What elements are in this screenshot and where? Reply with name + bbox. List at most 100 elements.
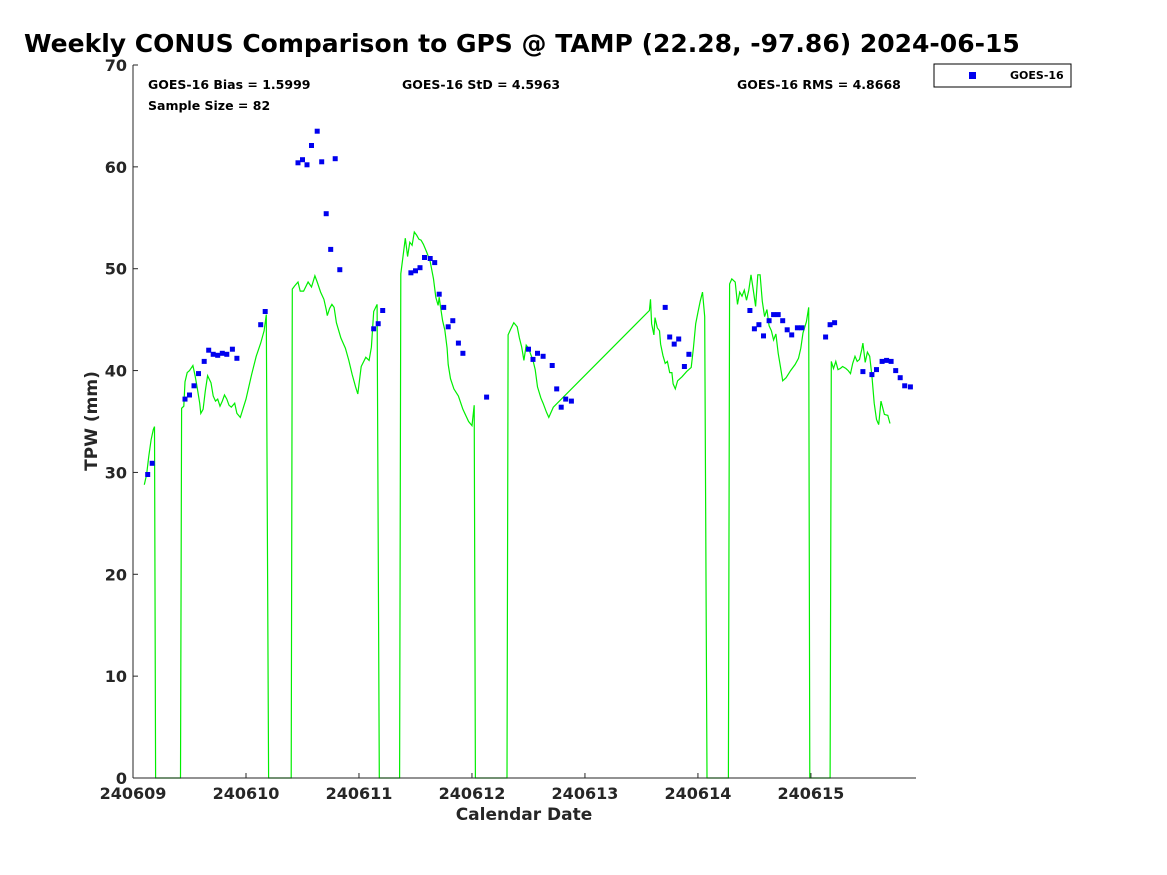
goes16-data-point: [907, 384, 913, 390]
x-tick-label: 240613: [552, 784, 619, 803]
goes16-data-point: [676, 336, 682, 342]
chart-title: Weekly CONUS Comparison to GPS @ TAMP (2…: [24, 29, 1020, 58]
goes16-data-point: [455, 340, 461, 346]
goes16-data-point: [375, 321, 381, 327]
goes16-data-point: [671, 341, 677, 347]
goes16-data-point: [794, 325, 800, 331]
goes16-data-point: [215, 352, 221, 358]
goes16-data-point: [879, 358, 885, 364]
goes16-data-point: [323, 211, 329, 217]
goes16-data-point: [332, 156, 338, 162]
goes16-data-point: [145, 472, 151, 477]
goes16-data-point: [771, 312, 777, 318]
y-tick-label: 20: [105, 565, 127, 584]
goes16-data-point: [884, 357, 890, 363]
goes16-data-point: [229, 346, 235, 352]
goes16-data-point: [484, 394, 490, 400]
goes16-data-point: [897, 375, 903, 381]
goes16-data-point: [191, 383, 197, 389]
goes16-data-point: [436, 291, 442, 297]
goes16-data-point: [408, 270, 414, 276]
goes16-data-point: [328, 246, 334, 252]
goes16-data-point: [869, 372, 875, 378]
goes16-data-point: [432, 260, 438, 266]
goes16-data-point: [224, 351, 230, 357]
goes16-data-point: [874, 367, 879, 373]
goes16-data-point: [201, 358, 207, 364]
goes16-data-point: [823, 334, 829, 340]
goes16-data-point: [380, 308, 386, 313]
y-tick-label: 40: [105, 362, 127, 381]
y-axis-ticks: 0 10 20 30 40 50 60 70: [105, 56, 138, 788]
goes16-data-point: [893, 368, 899, 374]
std-annotation: GOES-16 StD = 4.5963: [402, 77, 560, 92]
goes16-data-point: [860, 369, 866, 375]
goes16-data-point: [775, 312, 781, 318]
goes16-data-point: [417, 265, 423, 271]
goes16-data-point: [568, 398, 574, 404]
goes16-data-point: [258, 322, 264, 328]
goes16-data-point: [371, 326, 377, 332]
goes16-data-point: [337, 267, 343, 273]
goes16-data-point: [766, 318, 772, 324]
x-axis-label: Calendar Date: [456, 805, 593, 825]
y-tick-label: 30: [105, 463, 127, 482]
x-axis-ticks: 240609 240610 240611 240612 240613 240614 2406…: [100, 773, 845, 803]
goes16-data-point: [219, 350, 225, 356]
goes16-data-point: [902, 383, 908, 389]
legend-box: [933, 63, 1072, 88]
goes16-data-point: [780, 318, 786, 324]
goes16-data-point: [441, 304, 447, 310]
goes16-data-point: [196, 371, 201, 377]
goes16-data-point: [450, 318, 456, 324]
y-tick-label: 0: [116, 769, 127, 788]
goes16-data-point: [558, 404, 564, 410]
goes16-data-point: [832, 320, 838, 326]
goes16-data-point: [535, 350, 540, 356]
goes16-data-point: [319, 159, 325, 165]
y-tick-label: 10: [105, 667, 127, 686]
goes16-data-point: [540, 353, 546, 359]
plot-layer: [143, 128, 913, 779]
goes16-data-point: [756, 322, 762, 328]
goes16-data-point: [295, 160, 301, 166]
goes16-data-point: [309, 143, 314, 148]
y-tick-label: 60: [105, 158, 127, 177]
goes16-data-point: [784, 327, 790, 333]
goes16-data-point: [888, 358, 894, 364]
goes16-data-point: [563, 396, 569, 402]
goes16-data-point: [182, 396, 188, 402]
goes16-data-point: [422, 255, 427, 260]
gps-tpw-line: [143, 230, 891, 779]
plot-area: [133, 65, 916, 778]
legend: GOES-16: [933, 63, 1072, 88]
y-tick-label: 50: [105, 260, 127, 279]
goes16-data-point: [662, 304, 668, 310]
goes16-data-point: [747, 308, 753, 313]
goes16-data-point: [686, 351, 692, 357]
goes16-data-point: [761, 333, 766, 339]
sample-size-annotation: Sample Size = 82: [148, 98, 270, 113]
goes16-data-point: [751, 326, 757, 332]
legend-marker: [969, 72, 976, 79]
y-tick-label: 70: [105, 56, 127, 75]
rms-annotation: GOES-16 RMS = 4.8668: [737, 77, 901, 92]
goes16-data-point: [799, 325, 805, 331]
goes16-data-point: [210, 351, 216, 357]
goes16-data-point: [549, 363, 555, 368]
goes16-data-point: [681, 364, 687, 369]
goes16-data-point: [445, 324, 451, 330]
x-tick-label: 240611: [326, 784, 393, 803]
x-tick-label: 240614: [665, 784, 732, 803]
legend-label-goes16: GOES-16: [1010, 69, 1064, 82]
goes16-data-point: [413, 268, 418, 274]
goes16-data-point: [304, 162, 310, 168]
x-tick-label: 240609: [100, 784, 167, 803]
goes16-data-point: [206, 347, 212, 353]
goes16-data-point: [300, 157, 305, 163]
x-tick-label: 240615: [778, 784, 845, 803]
y-axis-label: TPW (mm): [82, 371, 102, 471]
goes16-data-point: [554, 386, 560, 392]
x-tick-label: 240610: [213, 784, 280, 803]
